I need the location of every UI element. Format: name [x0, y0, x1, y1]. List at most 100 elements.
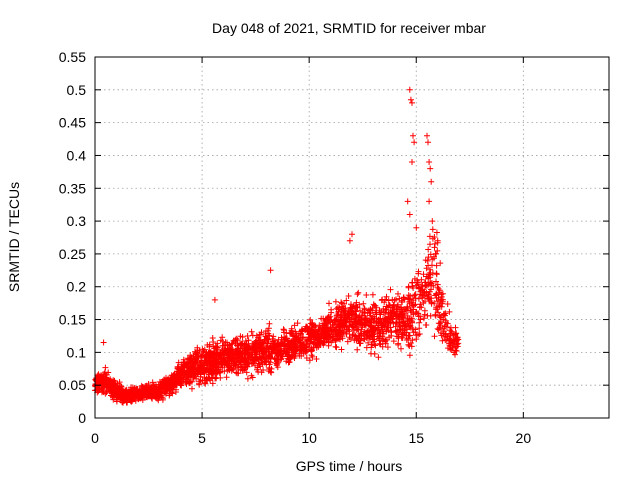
data-point: [285, 352, 292, 359]
data-point: [224, 354, 231, 361]
data-point: [340, 322, 347, 329]
data-point: [406, 315, 413, 322]
data-point: [335, 309, 342, 315]
data-point: [441, 323, 448, 330]
data-point: [426, 198, 433, 205]
data-point: [116, 379, 123, 386]
data-point: [425, 246, 432, 253]
data-point: [431, 333, 438, 340]
data-point: [193, 357, 200, 363]
data-point: [145, 381, 152, 387]
data-point: [447, 330, 454, 337]
data-point: [355, 320, 362, 327]
data-point: [399, 319, 406, 325]
data-point: [399, 299, 406, 306]
data-point: [294, 320, 301, 327]
data-point: [372, 342, 379, 349]
data-point: [333, 344, 340, 351]
y-tick-label: 0.25: [59, 246, 86, 262]
data-point: [128, 386, 134, 392]
data-point: [281, 329, 287, 336]
data-point: [359, 309, 366, 315]
data-point: [319, 323, 326, 330]
data-point: [168, 387, 175, 394]
data-point: [376, 309, 383, 316]
data-point: [407, 296, 413, 303]
data-point: [420, 271, 427, 278]
data-point: [401, 296, 408, 303]
data-point: [159, 378, 166, 385]
data-point: [159, 396, 166, 403]
data-point: [339, 328, 346, 335]
data-point: [352, 308, 359, 315]
data-point: [306, 357, 313, 364]
data-point: [349, 231, 355, 238]
data-point: [267, 267, 274, 274]
data-point: [300, 334, 307, 341]
data-point: [384, 344, 391, 351]
data-point: [407, 96, 414, 103]
data-point: [431, 255, 437, 262]
data-point: [211, 360, 218, 367]
data-point: [256, 337, 263, 344]
data-point: [433, 262, 440, 269]
data-point: [452, 351, 458, 358]
y-tick-label: 0.35: [59, 180, 86, 196]
data-point: [441, 333, 448, 340]
data-point: [437, 260, 444, 267]
data-point: [353, 312, 360, 319]
data-point: [386, 311, 392, 318]
axis-ticks: [94, 56, 609, 419]
data-point: [409, 337, 416, 344]
data-point: [143, 394, 149, 400]
data-point: [355, 289, 362, 296]
data-point: [371, 341, 378, 348]
data-point: [125, 393, 132, 400]
data-point: [242, 350, 249, 357]
data-point: [136, 390, 142, 397]
data-point: [267, 353, 274, 359]
data-point: [428, 300, 435, 307]
data-point: [341, 323, 348, 330]
data-point: [416, 304, 423, 311]
data-point: [338, 299, 345, 306]
x-tick-label: 10: [301, 430, 317, 446]
data-point: [288, 325, 295, 332]
data-point: [354, 291, 361, 298]
data-point: [411, 292, 418, 299]
y-axis-label: SRMTID / TECUs: [6, 182, 22, 292]
plot-frame: [94, 56, 610, 419]
data-point: [404, 326, 410, 333]
data-point: [260, 367, 267, 373]
data-point: [260, 352, 267, 359]
grid-lines: [95, 57, 609, 418]
data-point: [221, 368, 228, 375]
data-point: [363, 344, 370, 351]
data-point: [426, 288, 433, 295]
data-point: [382, 296, 389, 303]
y-tick-label: 0.4: [67, 147, 87, 163]
data-point: [418, 276, 425, 283]
data-point: [356, 301, 363, 308]
data-point: [454, 343, 461, 350]
data-point: [412, 295, 419, 302]
data-point: [396, 295, 403, 302]
data-point: [114, 391, 121, 398]
data-point: [244, 333, 251, 339]
data-point: [393, 296, 399, 303]
data-point: [427, 312, 434, 319]
x-axis-label: GPS time / hours: [296, 458, 403, 474]
data-point: [268, 365, 275, 372]
data-point: [265, 338, 272, 344]
data-point: [420, 315, 427, 322]
data-point: [318, 315, 325, 322]
data-point: [370, 328, 377, 335]
data-point: [253, 332, 260, 339]
y-tick-label: 0.45: [59, 115, 86, 131]
data-point: [427, 165, 434, 172]
data-point: [169, 374, 176, 381]
data-point: [320, 341, 327, 348]
data-point: [298, 328, 305, 334]
data-point: [268, 346, 275, 353]
data-point: [435, 309, 442, 316]
